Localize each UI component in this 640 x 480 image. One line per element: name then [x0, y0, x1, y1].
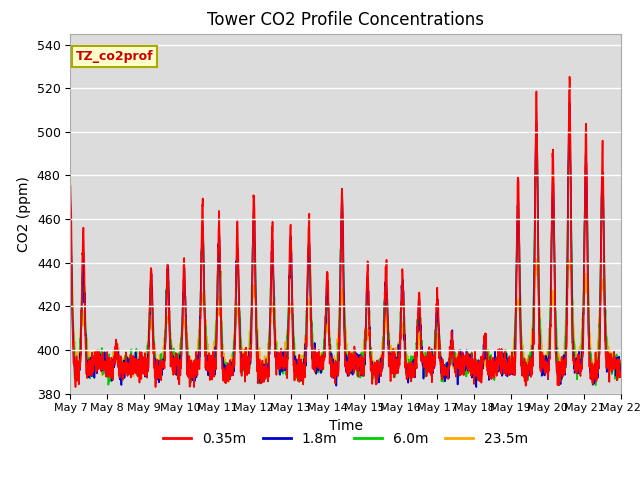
23.5m	[584, 300, 592, 306]
6.0m	[617, 358, 625, 363]
0.35m	[72, 384, 79, 390]
23.5m	[506, 363, 513, 369]
6.0m	[506, 363, 513, 369]
Title: Tower CO2 Profile Concentrations: Tower CO2 Profile Concentrations	[207, 11, 484, 29]
6.0m	[362, 327, 369, 333]
1.8m	[569, 336, 577, 342]
0.35m	[506, 370, 513, 376]
6.0m	[584, 242, 591, 248]
23.5m	[617, 362, 625, 368]
0.35m	[67, 183, 74, 189]
23.5m	[225, 379, 232, 385]
0.35m	[220, 367, 228, 373]
6.0m	[566, 123, 573, 129]
23.5m	[362, 340, 369, 346]
Line: 23.5m: 23.5m	[70, 259, 621, 382]
Legend: 0.35m, 1.8m, 6.0m, 23.5m: 0.35m, 1.8m, 6.0m, 23.5m	[157, 426, 534, 452]
Line: 6.0m: 6.0m	[70, 126, 621, 385]
23.5m	[569, 300, 577, 306]
1.8m	[374, 370, 381, 376]
6.0m	[592, 383, 600, 388]
23.5m	[532, 256, 540, 262]
X-axis label: Time: Time	[328, 419, 363, 433]
Line: 0.35m: 0.35m	[70, 77, 621, 387]
1.8m	[472, 384, 480, 390]
6.0m	[67, 234, 74, 240]
Line: 1.8m: 1.8m	[70, 103, 621, 387]
0.35m	[584, 288, 592, 294]
1.8m	[220, 371, 228, 377]
0.35m	[374, 376, 381, 382]
6.0m	[220, 363, 228, 369]
1.8m	[506, 366, 513, 372]
1.8m	[584, 286, 592, 292]
0.35m	[566, 74, 573, 80]
23.5m	[220, 353, 228, 359]
1.8m	[617, 365, 625, 371]
1.8m	[566, 100, 573, 106]
0.35m	[569, 339, 577, 345]
0.35m	[362, 326, 369, 332]
Text: TZ_co2prof: TZ_co2prof	[76, 50, 154, 63]
1.8m	[67, 228, 74, 233]
6.0m	[374, 367, 381, 373]
23.5m	[374, 364, 381, 370]
Y-axis label: CO2 (ppm): CO2 (ppm)	[17, 176, 31, 252]
23.5m	[67, 289, 74, 295]
6.0m	[568, 295, 576, 301]
1.8m	[362, 349, 369, 355]
0.35m	[617, 374, 625, 380]
